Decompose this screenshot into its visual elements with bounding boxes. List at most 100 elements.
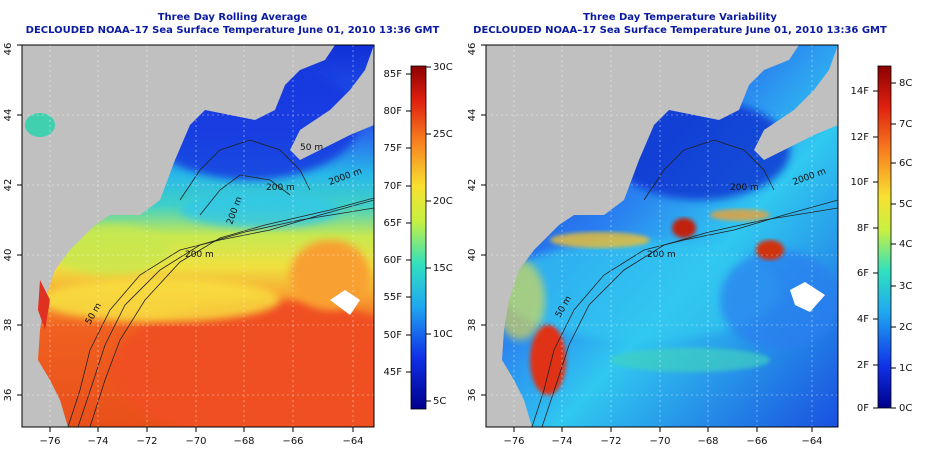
right-cbar-f-label: 8F — [857, 223, 869, 234]
left-map-frame — [21, 44, 375, 428]
right-cbar-c-label: 0C — [899, 403, 912, 414]
left-cbar-f-label: 55F — [384, 292, 403, 303]
right-cbar-f-label: 10F — [851, 177, 870, 188]
left-land-mass — [22, 45, 335, 427]
left-lon-label: −70 — [185, 436, 206, 447]
left-map-title: Three Day Rolling Average — [157, 12, 308, 23]
right-lat-label: 38 — [467, 319, 478, 332]
right-colorbar — [877, 65, 892, 409]
right-colorbar-ticks — [873, 82, 896, 409]
right-colorbar-f-labels: 0F 2F 4F 6F 8F 10F 12F 14F — [851, 86, 870, 414]
right-map-title: Three Day Temperature Variability — [583, 12, 777, 23]
right-cbar-c-label: 7C — [899, 119, 912, 130]
right-lon-label: −66 — [746, 436, 767, 447]
left-cbar-c-label: 15C — [433, 263, 453, 274]
left-cbar-f-label: 45F — [384, 367, 403, 378]
left-chesapeake-warm — [38, 280, 50, 330]
right-cbar-c-label: 6C — [899, 158, 912, 169]
left-lat-label: 42 — [3, 179, 14, 192]
right-lon-label: −76 — [503, 436, 524, 447]
right-high-var-spot — [756, 240, 784, 260]
right-cbar-c-label: 2C — [899, 322, 912, 333]
right-lon-labels: −76 −74 −72 −70 −68 −66 −64 — [503, 436, 822, 447]
right-yellow-streak — [550, 232, 650, 248]
right-blue-eddy — [720, 250, 838, 350]
right-cbar-f-label: 14F — [851, 86, 870, 97]
left-cbar-f-label: 65F — [384, 218, 403, 229]
right-high-var-spot — [672, 218, 696, 238]
right-map-subtitle: DECLOUDED NOAA–17 Sea Surface Temperatur… — [473, 25, 887, 36]
right-cbar-c-label: 8C — [899, 78, 912, 89]
right-cyan-field — [500, 240, 780, 340]
right-low-var-gom — [610, 100, 790, 200]
right-lat-label: 36 — [467, 389, 478, 402]
left-cbar-f-label: 60F — [384, 255, 403, 266]
left-lon-label: −72 — [136, 436, 157, 447]
right-cbar-c-label: 1C — [899, 363, 912, 374]
left-contour-labels: 50 m 200 m 200 m 2000 m 50 m 200 m — [84, 143, 364, 327]
left-lat-label: 44 — [3, 109, 14, 122]
left-cbar-f-label: 75F — [384, 143, 403, 154]
right-cbar-f-label: 4F — [857, 314, 869, 325]
right-cbar-c-label: 4C — [899, 239, 912, 250]
right-lat-label: 46 — [467, 43, 478, 56]
left-axis-ticks — [17, 44, 354, 432]
right-lon-label: −64 — [801, 436, 822, 447]
right-contour-label-200m: 200 m — [647, 250, 676, 260]
left-lat-label: 40 — [3, 249, 14, 262]
left-warm-eddy — [290, 240, 370, 310]
left-lon-labels: −76 −74 −72 −70 −68 −66 −64 — [39, 436, 363, 447]
right-lon-label: −74 — [551, 436, 572, 447]
right-cbar-f-label: 0F — [857, 403, 869, 414]
left-cbar-f-label: 85F — [384, 69, 403, 80]
left-colorbar-f-labels: 45F 50F 55F 60F 65F 70F 75F 80F 85F — [384, 69, 403, 378]
left-grid-lines — [22, 45, 374, 427]
right-lat-label: 42 — [467, 179, 478, 192]
left-coastal-patch — [25, 113, 55, 137]
left-yellow-band — [40, 278, 280, 322]
left-cbar-c-label: 5C — [433, 396, 446, 407]
right-land-mass — [486, 45, 799, 427]
left-cbar-f-label: 50F — [384, 330, 403, 341]
left-lat-label: 38 — [3, 319, 14, 332]
left-contour-label-200m: 200 m — [185, 250, 214, 260]
right-cbar-f-label: 12F — [851, 132, 870, 143]
left-cloud-gap — [330, 290, 360, 315]
left-lon-label: −66 — [282, 436, 303, 447]
right-grid-lines — [486, 45, 838, 427]
left-sst-map: 50 m 200 m 200 m 2000 m 50 m 200 m — [22, 45, 374, 427]
right-cloud-gap — [790, 282, 825, 312]
left-lon-label: −68 — [233, 436, 254, 447]
right-axis-ticks — [481, 44, 813, 432]
left-contour-label-200m-north: 200 m — [266, 183, 295, 193]
right-high-var-spot — [530, 325, 566, 395]
right-nova-scotia-land — [754, 45, 838, 160]
right-cbar-c-label: 5C — [899, 199, 912, 210]
left-cbar-c-label: 10C — [433, 329, 453, 340]
left-map-subtitle: DECLOUDED NOAA–17 Sea Surface Temperatur… — [25, 25, 440, 36]
left-bathymetry-contours — [67, 139, 374, 427]
right-yellow-streak — [710, 209, 770, 221]
left-contour-label-50m-gom: 50 m — [300, 143, 323, 153]
right-cbar-c-label: 3C — [899, 281, 912, 292]
left-cbar-c-label: 25C — [433, 129, 453, 140]
left-cbar-f-label: 70F — [384, 181, 403, 192]
right-cyan-streak — [610, 348, 770, 372]
left-cbar-c-label: 20C — [433, 196, 453, 207]
right-lon-label: −70 — [649, 436, 670, 447]
left-lon-label: −76 — [39, 436, 60, 447]
left-cbar-f-label: 80F — [384, 106, 403, 117]
left-cyan-front — [180, 192, 340, 228]
left-lat-label: 36 — [3, 389, 14, 402]
left-colorbar-c-labels: 5C 10C 15C 20C 25C 30C — [433, 62, 453, 407]
left-lon-label: −64 — [342, 436, 363, 447]
right-cbar-f-label: 2F — [857, 360, 869, 371]
right-variability-map: 50 m 200 m 200 m 2000 m — [486, 45, 838, 427]
right-lat-labels: 36 38 40 42 44 46 — [467, 43, 478, 402]
right-lat-label: 40 — [467, 249, 478, 262]
right-colorbar-c-labels: 0C 1C 2C 3C 4C 5C 6C 7C 8C — [899, 78, 912, 414]
right-cbar-f-label: 6F — [857, 268, 869, 279]
left-colorbar-ticks — [406, 66, 431, 402]
right-lon-label: −68 — [697, 436, 718, 447]
